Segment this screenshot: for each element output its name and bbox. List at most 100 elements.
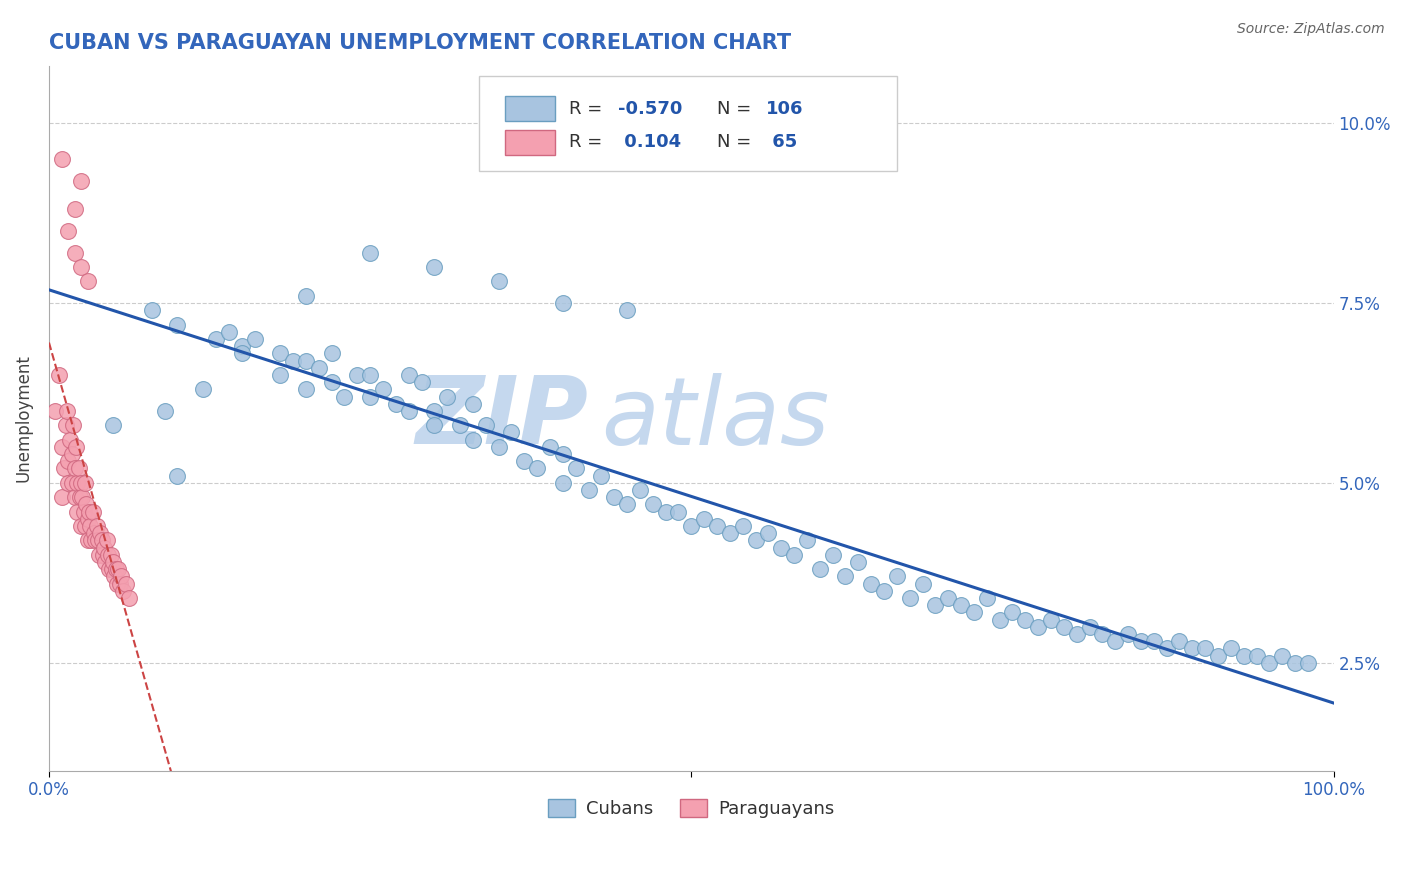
Point bbox=[385, 397, 408, 411]
Point bbox=[398, 368, 420, 382]
Point bbox=[988, 613, 1011, 627]
Point bbox=[411, 375, 433, 389]
Point bbox=[488, 274, 510, 288]
Point bbox=[423, 260, 446, 274]
Point bbox=[398, 404, 420, 418]
Point bbox=[89, 526, 111, 541]
Point bbox=[564, 461, 586, 475]
Point bbox=[97, 548, 120, 562]
Point bbox=[115, 576, 138, 591]
Point bbox=[1104, 634, 1126, 648]
Text: R =: R = bbox=[569, 133, 609, 151]
Point bbox=[104, 562, 127, 576]
Point bbox=[783, 548, 806, 562]
Point bbox=[73, 519, 96, 533]
Point bbox=[66, 505, 89, 519]
Point bbox=[834, 569, 856, 583]
Point bbox=[63, 202, 86, 217]
Point bbox=[1066, 627, 1088, 641]
Point bbox=[333, 390, 356, 404]
Text: 0.104: 0.104 bbox=[619, 133, 681, 151]
Point bbox=[269, 346, 291, 360]
Point bbox=[72, 490, 94, 504]
Point bbox=[681, 519, 703, 533]
Point bbox=[295, 382, 318, 396]
Point bbox=[76, 274, 98, 288]
Point bbox=[218, 325, 240, 339]
Point bbox=[474, 418, 496, 433]
Point bbox=[1014, 613, 1036, 627]
Point bbox=[1040, 613, 1063, 627]
Point bbox=[70, 519, 93, 533]
Text: N =: N = bbox=[717, 133, 756, 151]
Text: atlas: atlas bbox=[602, 373, 830, 464]
Point bbox=[103, 569, 125, 583]
Point bbox=[731, 519, 754, 533]
Point bbox=[76, 512, 98, 526]
Point bbox=[1271, 648, 1294, 663]
Point bbox=[269, 368, 291, 382]
Point bbox=[105, 576, 128, 591]
Point bbox=[112, 583, 135, 598]
Point bbox=[101, 562, 124, 576]
Point bbox=[98, 562, 121, 576]
Point bbox=[87, 533, 110, 548]
Point bbox=[1129, 634, 1152, 648]
Point bbox=[1143, 634, 1166, 648]
Point bbox=[873, 583, 896, 598]
Point bbox=[94, 555, 117, 569]
Text: CUBAN VS PARAGUAYAN UNEMPLOYMENT CORRELATION CHART: CUBAN VS PARAGUAYAN UNEMPLOYMENT CORRELA… bbox=[49, 33, 792, 53]
Point bbox=[449, 418, 471, 433]
Point bbox=[281, 353, 304, 368]
Point bbox=[488, 440, 510, 454]
Point bbox=[628, 483, 651, 497]
Point bbox=[770, 541, 793, 555]
Point bbox=[321, 375, 343, 389]
Point bbox=[911, 576, 934, 591]
Text: Source: ZipAtlas.com: Source: ZipAtlas.com bbox=[1237, 22, 1385, 37]
Text: ZIP: ZIP bbox=[416, 372, 589, 464]
Point bbox=[1156, 641, 1178, 656]
FancyBboxPatch shape bbox=[505, 95, 555, 121]
Point bbox=[82, 505, 104, 519]
Point bbox=[69, 490, 91, 504]
Point bbox=[58, 454, 80, 468]
Text: 65: 65 bbox=[766, 133, 797, 151]
Point bbox=[808, 562, 831, 576]
Point bbox=[668, 505, 690, 519]
Point bbox=[63, 245, 86, 260]
Point bbox=[359, 390, 381, 404]
Point bbox=[63, 461, 86, 475]
Point bbox=[616, 303, 638, 318]
Point bbox=[886, 569, 908, 583]
Text: -0.570: -0.570 bbox=[619, 100, 682, 119]
Point bbox=[70, 260, 93, 274]
Point bbox=[1116, 627, 1139, 641]
Point bbox=[191, 382, 214, 396]
Point bbox=[591, 468, 613, 483]
Point bbox=[346, 368, 368, 382]
Point bbox=[551, 447, 574, 461]
Point bbox=[79, 519, 101, 533]
Point bbox=[796, 533, 818, 548]
Point bbox=[1258, 656, 1281, 670]
Point bbox=[461, 433, 484, 447]
Point bbox=[80, 533, 103, 548]
Point bbox=[93, 541, 115, 555]
Point bbox=[51, 490, 73, 504]
Point bbox=[1194, 641, 1216, 656]
Point bbox=[1078, 620, 1101, 634]
Point bbox=[936, 591, 959, 605]
Point bbox=[976, 591, 998, 605]
Point bbox=[153, 404, 176, 418]
Point bbox=[51, 440, 73, 454]
Point bbox=[70, 475, 93, 490]
Text: 106: 106 bbox=[766, 100, 803, 119]
Point bbox=[1181, 641, 1204, 656]
Point bbox=[231, 339, 253, 353]
FancyBboxPatch shape bbox=[479, 76, 897, 171]
Point bbox=[67, 461, 90, 475]
Point bbox=[616, 498, 638, 512]
Point bbox=[641, 498, 664, 512]
Point bbox=[117, 591, 139, 605]
